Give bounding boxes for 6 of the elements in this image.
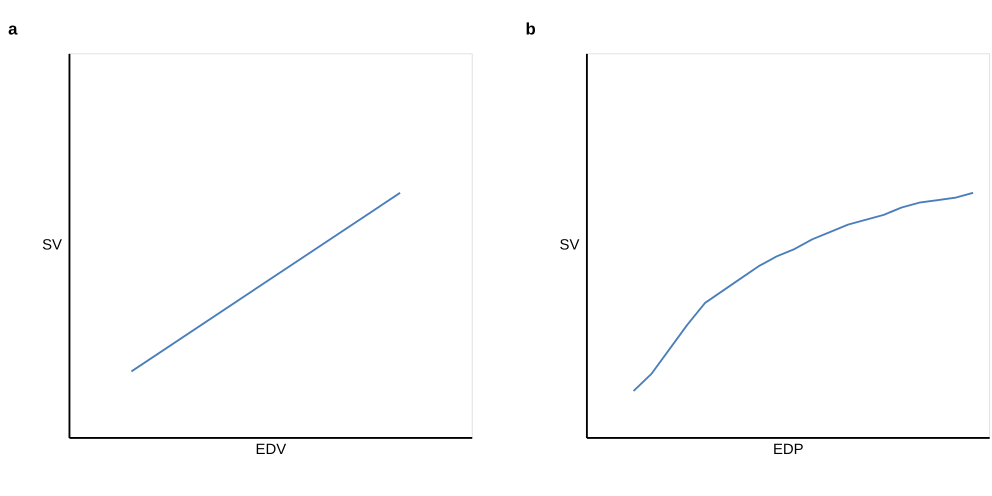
chart-title: b (526, 20, 536, 39)
y-axis-title: SV (560, 238, 580, 254)
y-axis-title: SV (42, 238, 62, 254)
chart-title: a (8, 20, 18, 39)
x-axis-title: EDV (256, 442, 286, 458)
x-axis-title: EDP (772, 442, 804, 458)
